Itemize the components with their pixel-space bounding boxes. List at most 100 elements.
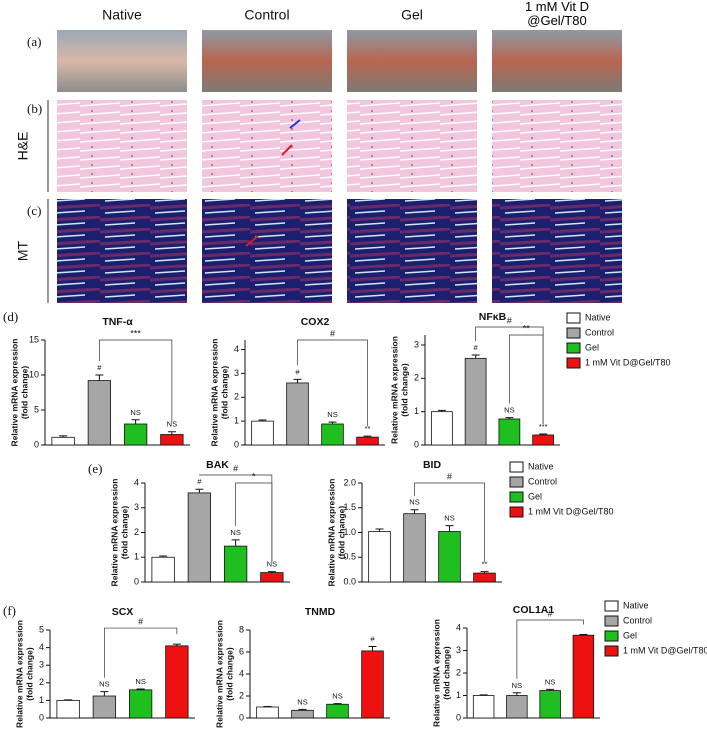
bar — [356, 436, 379, 446]
arrow — [281, 144, 293, 156]
panel-label: (f) — [3, 603, 16, 618]
photo-grid — [47, 30, 622, 303]
column-header: Control — [244, 7, 289, 23]
y-tick-label: 0 — [234, 439, 239, 449]
bar-annotation: NS — [332, 692, 342, 701]
error-bar — [375, 528, 384, 532]
legend-swatch — [566, 342, 581, 354]
error-bar — [59, 435, 68, 438]
error-bar — [64, 699, 73, 701]
significance-label: *** — [130, 328, 141, 338]
error-bar — [333, 703, 342, 705]
chart-title: COX2 — [301, 316, 330, 328]
bar-annotation: *** — [539, 422, 548, 431]
y-tick-label: 2 — [39, 677, 44, 687]
bar-annotation: # — [197, 477, 202, 486]
significance-label: # — [507, 315, 512, 325]
error-bar — [328, 421, 337, 424]
y-axis-label: Relative mRNA expression — [389, 336, 399, 444]
y-tick-label: 5 — [39, 624, 44, 634]
y-tick-label: 4 — [39, 642, 44, 652]
bar-annotation: NS — [297, 697, 307, 706]
bar — [498, 418, 521, 446]
legend-swatch — [509, 506, 524, 518]
micrograph — [202, 100, 332, 192]
row-label: (b) — [27, 101, 42, 116]
error-bar — [437, 409, 446, 412]
error-bar — [363, 435, 372, 438]
significance-label: # — [548, 608, 553, 618]
micrograph — [57, 100, 187, 192]
bar-annotation: NS — [135, 677, 145, 686]
y-axis-label: Relative mRNA expression — [9, 339, 19, 447]
bar-annotation: # — [295, 367, 300, 376]
y-tick-label: 10 — [29, 369, 39, 379]
legend-swatch — [566, 312, 581, 324]
bar-annotation: NS — [230, 528, 240, 537]
error-bar — [258, 419, 267, 422]
legend-label: Gel — [623, 630, 637, 640]
error-bar — [480, 571, 489, 574]
bar — [368, 531, 391, 583]
significance-bracket — [516, 619, 584, 679]
bar-annotation: NS — [267, 560, 277, 569]
error-bar — [546, 688, 555, 691]
significance-bracket — [104, 627, 178, 678]
chart: SCX Relative mRNA expression (fold change)… — [14, 606, 195, 728]
legend-label: 1 mM Vit D@Gel/T80 — [585, 357, 671, 367]
significance-bracket — [475, 326, 544, 424]
legend-swatch — [509, 476, 524, 488]
bar-annotation: ** — [365, 424, 371, 433]
legend-swatch — [604, 630, 619, 642]
y-axis-label: (fold change) — [399, 363, 409, 417]
y-axis-label: (fold change) — [224, 647, 234, 701]
y-tick-label: 0 — [34, 439, 39, 449]
y-tick-label: 2 — [134, 527, 139, 537]
chart-title: BID — [423, 459, 442, 471]
y-tick-label: 1.0 — [343, 527, 356, 537]
photo — [57, 30, 187, 92]
legend-swatch — [604, 615, 619, 627]
bar — [286, 382, 309, 446]
chart-title: TNMD — [305, 606, 336, 618]
significance-bracket — [297, 339, 368, 427]
y-tick-label: 1 — [414, 406, 419, 416]
bar — [123, 423, 148, 446]
y-tick-label: 4 — [456, 622, 461, 632]
bar — [223, 545, 248, 583]
row-label: (c) — [27, 203, 41, 218]
bar-annotation: NS — [99, 680, 109, 689]
y-tick-label: 3 — [39, 660, 44, 670]
significance-label: # — [138, 616, 143, 626]
y-tick-label: 0 — [414, 439, 419, 449]
bar-annotation: NS — [130, 408, 140, 417]
legend-label: Control — [585, 327, 614, 337]
y-tick-label: 2 — [234, 392, 239, 402]
y-axis-label: Relative mRNA expression — [14, 620, 24, 728]
bar-annotation: # — [97, 363, 102, 372]
error-bar — [368, 646, 377, 651]
bar-annotation: NS — [512, 681, 522, 690]
chart-title: COL1A1 — [513, 604, 555, 616]
bar — [187, 492, 212, 583]
error-bar — [479, 694, 488, 696]
chart-title: SCX — [112, 606, 134, 618]
chart: NFκB Relative mRNA expression (fold change… — [389, 311, 560, 449]
legend-swatch — [509, 461, 524, 473]
y-tick-label: 0 — [134, 576, 139, 586]
bar — [403, 513, 426, 583]
bar — [256, 706, 279, 719]
photo — [347, 30, 477, 92]
significance-label: * — [252, 471, 256, 481]
arrow — [245, 235, 259, 247]
legend-swatch — [509, 491, 524, 503]
y-tick-label: 2 — [239, 690, 244, 700]
error-bar — [263, 705, 272, 707]
legend-label: 1 mM Vit D@Gel/T80 — [528, 506, 614, 516]
y-tick-label: 1 — [234, 416, 239, 426]
chart-title: NFκB — [479, 311, 507, 323]
micrograph — [492, 199, 622, 303]
y-axis-label: (fold change) — [219, 366, 229, 420]
y-tick-label: 3 — [414, 339, 419, 349]
y-tick-label: 5 — [34, 404, 39, 414]
